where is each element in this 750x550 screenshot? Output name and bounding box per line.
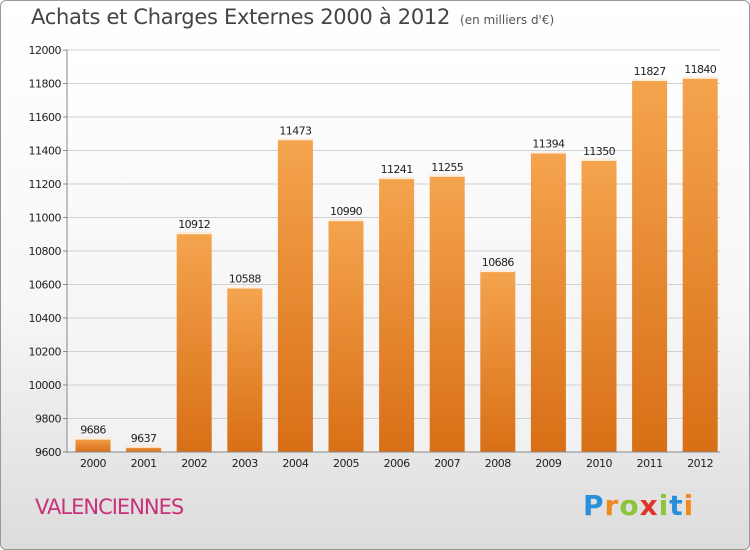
data-label: 9637 <box>131 432 157 445</box>
x-tick-label: 2009 <box>535 457 561 470</box>
bar <box>176 232 212 452</box>
x-tick-label: 2010 <box>586 457 612 470</box>
x-tick-label: 2005 <box>333 457 359 470</box>
y-tick-label: 9800 <box>35 413 61 426</box>
y-tick-label: 12000 <box>29 44 62 57</box>
y-tick-label: 11800 <box>29 78 62 91</box>
bar <box>632 78 668 452</box>
x-tick-label: 2001 <box>131 457 157 470</box>
logo-letter: x <box>639 489 659 522</box>
logo-letter: t <box>669 489 684 522</box>
logo-letter: r <box>604 489 620 522</box>
bar-highlight <box>530 151 566 154</box>
bar <box>126 445 162 452</box>
bar-highlight <box>682 76 718 79</box>
bar <box>75 437 111 452</box>
y-tick-label: 10000 <box>29 379 62 392</box>
y-tick-label: 10600 <box>29 279 62 292</box>
bar <box>227 286 263 452</box>
bar-highlight <box>379 177 415 180</box>
logo-letter: i <box>683 489 695 522</box>
x-tick-label: 2007 <box>434 457 460 470</box>
data-label: 11840 <box>684 63 717 76</box>
bar-highlight <box>632 78 668 81</box>
bar <box>429 174 465 452</box>
logo-letter: o <box>619 489 640 522</box>
y-tick-label: 9600 <box>35 446 61 459</box>
data-label: 11827 <box>634 65 667 78</box>
bar-highlight <box>328 219 364 222</box>
data-label: 11473 <box>279 124 312 137</box>
bar-highlight <box>227 286 263 289</box>
city-name: VALENCIENNES <box>35 495 184 519</box>
data-label: 11394 <box>532 138 565 151</box>
x-tick-label: 2012 <box>687 457 713 470</box>
y-tick-label: 11600 <box>29 111 62 124</box>
bar <box>530 151 566 452</box>
chart-title: Achats et Charges Externes 2000 à 2012 (e… <box>31 5 554 29</box>
bar-highlight <box>277 138 313 141</box>
proxiti-logo: Proxiti <box>583 489 694 522</box>
data-label: 10912 <box>178 218 210 231</box>
title-text: Achats et Charges Externes 2000 à 2012 <box>31 5 451 29</box>
bar <box>328 219 364 452</box>
y-tick-label: 11400 <box>29 145 62 158</box>
bar-highlight <box>126 445 162 448</box>
x-tick-label: 2003 <box>232 457 258 470</box>
bar <box>480 270 516 452</box>
bar-highlight <box>581 158 617 161</box>
x-tick-label: 2004 <box>282 457 308 470</box>
y-tick-label: 10200 <box>29 346 62 359</box>
bar-highlight <box>429 174 465 177</box>
data-label: 10686 <box>482 256 515 269</box>
data-label: 10588 <box>229 273 262 286</box>
bar-highlight <box>480 270 516 273</box>
bar-highlight <box>176 232 212 235</box>
y-tick-label: 10400 <box>29 312 62 325</box>
x-tick-label: 2008 <box>485 457 511 470</box>
logo-letter: i <box>658 489 670 522</box>
x-tick-label: 2002 <box>181 457 207 470</box>
bar <box>277 138 313 452</box>
y-tick-label: 10800 <box>29 245 62 258</box>
data-label: 11241 <box>381 163 413 176</box>
x-tick-label: 2011 <box>637 457 663 470</box>
bar <box>581 158 617 452</box>
logo-letter: P <box>583 489 605 522</box>
data-label: 10990 <box>330 205 363 218</box>
bar <box>682 76 718 453</box>
data-label: 9686 <box>80 424 106 437</box>
y-tick-label: 11200 <box>29 178 62 191</box>
bar-highlight <box>75 437 111 440</box>
chart-subtitle: (en milliers d'€) <box>460 13 555 27</box>
data-label: 11350 <box>583 145 616 158</box>
x-tick-label: 2006 <box>384 457 410 470</box>
x-tick-label: 2000 <box>80 457 106 470</box>
data-label: 11255 <box>431 161 464 174</box>
y-tick-label: 11000 <box>29 212 62 225</box>
bar <box>379 177 415 452</box>
